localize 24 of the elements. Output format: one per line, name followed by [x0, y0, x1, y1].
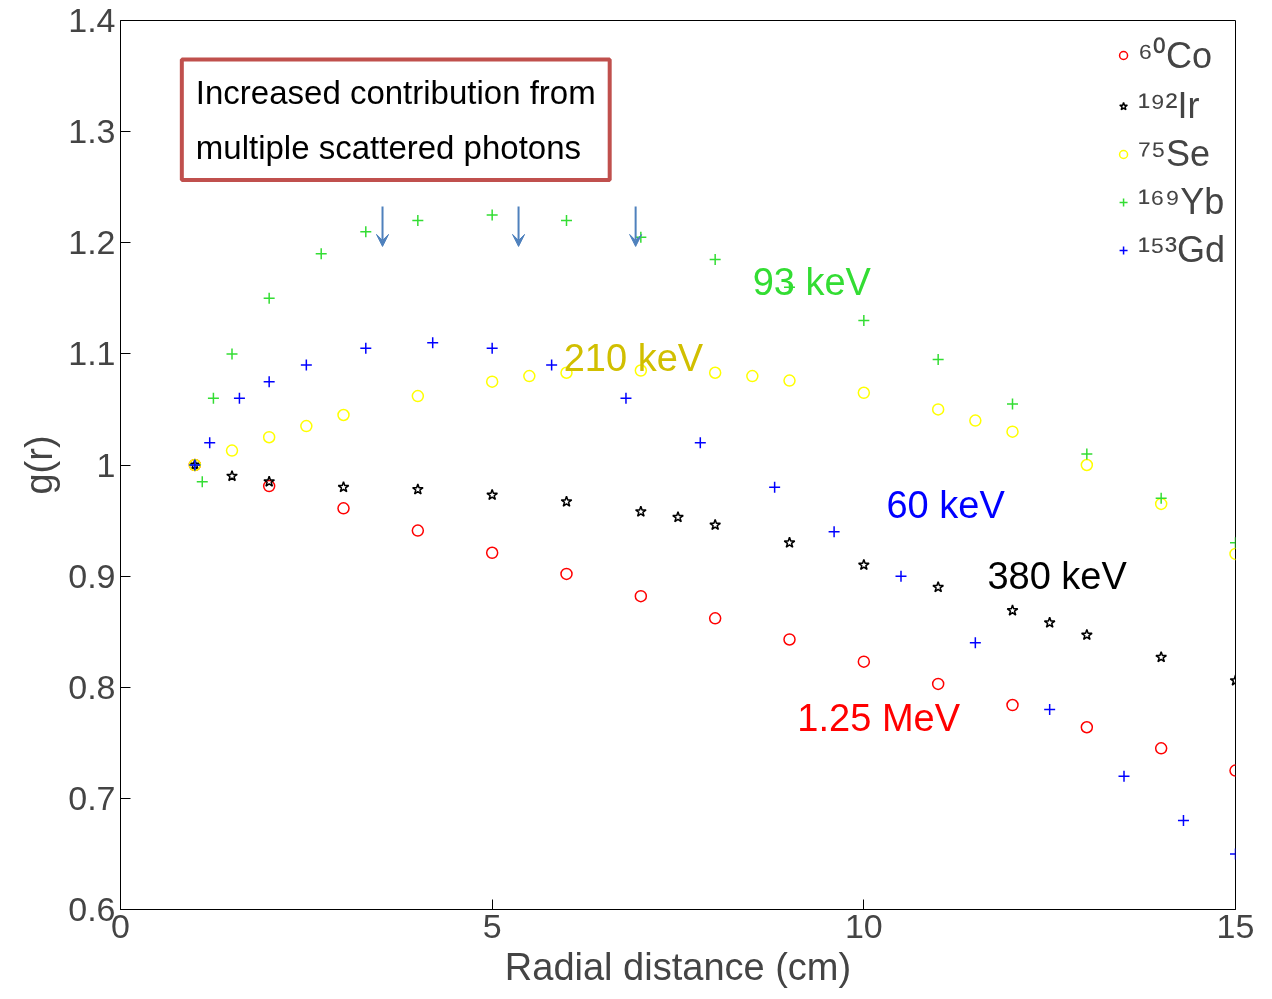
annotation: 1.25 MeV: [797, 697, 961, 740]
legend-label: ⁶⁰Co: [1138, 34, 1212, 78]
x-tick-label: 15: [1216, 906, 1255, 945]
y-tick-label: 0.8: [68, 667, 116, 706]
annotation: Increased contribution from multiple scattered photons: [195, 73, 596, 167]
legend-label: ¹⁹²Ir: [1138, 85, 1200, 127]
annotation: 210 keV: [563, 336, 704, 379]
annotation: 380 keV: [987, 554, 1128, 597]
x-tick-label: 10: [844, 906, 883, 945]
y-tick-label: 1: [96, 445, 116, 484]
annotation: 93 keV: [752, 261, 872, 304]
y-tick-label: 0.9: [68, 556, 116, 595]
annotation: 60 keV: [886, 483, 1006, 526]
y-tick-label: 0.7: [68, 778, 116, 817]
y-tick-label: 1.2: [68, 223, 116, 262]
y-tick-label: 1.3: [68, 112, 116, 151]
x-tick-label: 5: [482, 906, 502, 945]
y-tick-label: 1.4: [68, 1, 116, 39]
legend-label: ⁷⁵Se: [1138, 133, 1211, 175]
legend-label: ¹⁵³Gd: [1138, 229, 1225, 271]
x-axis-title: Radial distance (cm): [504, 945, 852, 988]
y-axis-title: g(r): [18, 435, 61, 495]
legend-label: ¹⁶⁹Yb: [1138, 181, 1225, 223]
y-tick-label: 1.1: [68, 334, 116, 373]
